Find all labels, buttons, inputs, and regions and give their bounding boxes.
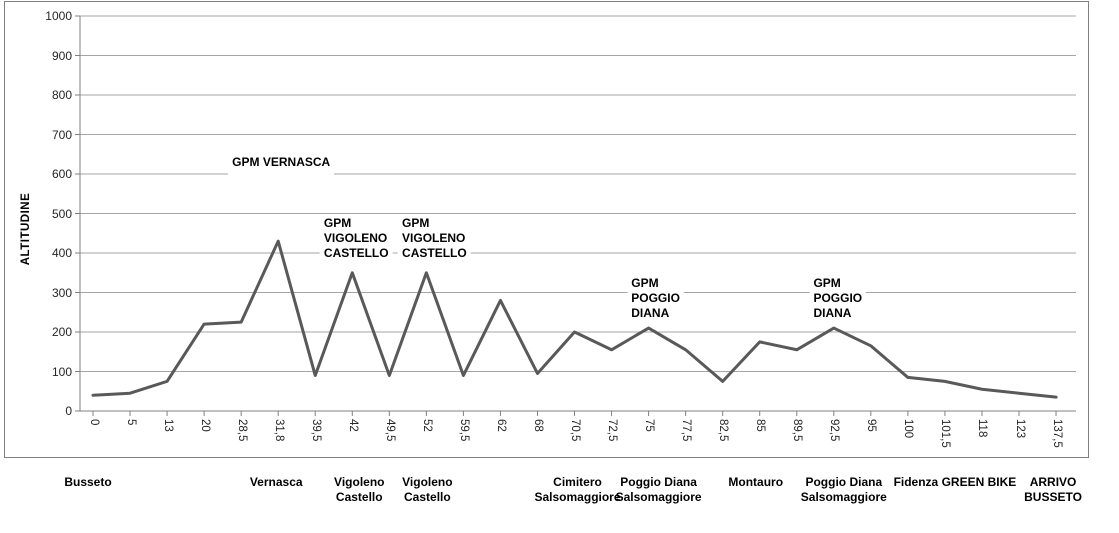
station-line: Busseto — [64, 475, 112, 489]
annotation-line: VIGOLENO — [323, 231, 388, 245]
x-tick-label: 28,5 — [235, 419, 248, 442]
y-tick-label: 600 — [51, 167, 72, 181]
annotation-line: GPM — [323, 216, 352, 230]
station-line: Vigoleno — [402, 475, 453, 489]
station-label: Cimitero Salsomaggiore — [535, 475, 621, 505]
station-label: Poggio Diana Salsomaggiore — [801, 475, 887, 505]
x-tick-label: 70,5 — [569, 419, 582, 442]
x-tick-label: 82,5 — [717, 419, 730, 442]
x-tick-label: 100 — [902, 419, 915, 439]
gpm-annotation: GPM POGGIO DIANA — [627, 275, 684, 323]
x-tick-label: 59,5 — [457, 419, 470, 442]
x-tick-label: 13 — [161, 419, 174, 432]
x-tick-label: 89,5 — [791, 419, 804, 442]
x-tick-label: 68 — [531, 419, 544, 432]
x-tick-label: 5 — [124, 419, 137, 426]
gpm-annotation: GPM VIGOLENO CASTELLO — [319, 215, 393, 263]
station-label: Vernasca — [250, 475, 303, 490]
x-tick-label: 101,5 — [939, 419, 952, 448]
station-label: Poggio Diana Salsomaggiore — [616, 475, 702, 505]
station-line: Castello — [335, 490, 383, 504]
station-line: Salsomaggiore — [534, 490, 621, 504]
annotation-line: DIANA — [813, 306, 852, 320]
annotation-line: POGGIO — [631, 291, 680, 305]
x-tick-label: 39,5 — [309, 419, 322, 442]
x-tick-label: 92,5 — [828, 419, 841, 442]
x-tick-label: 42 — [346, 419, 359, 432]
x-tick-label: 137,5 — [1050, 419, 1063, 448]
station-label: Vigoleno Castello — [402, 475, 452, 505]
gpm-annotation: GPM VIGOLENO CASTELLO — [398, 215, 471, 263]
annotation-line: GPM — [402, 216, 430, 230]
y-tick-label: 700 — [51, 127, 72, 142]
x-tick-label: 123 — [1013, 419, 1026, 439]
gpm-annotation: GPM POGGIO DIANA — [809, 275, 867, 323]
x-tick-label: 0 — [87, 419, 100, 426]
x-tick-label: 20 — [198, 419, 211, 432]
chart-border — [4, 1, 1089, 458]
annotation-line: GPM — [631, 276, 659, 290]
x-tick-label: 95 — [865, 419, 878, 432]
annotation-line: DIANA — [631, 306, 670, 320]
annotation-line: VIGOLENO — [402, 231, 466, 245]
x-tick-label: 62 — [494, 419, 507, 432]
station-line: Vernasca — [249, 475, 303, 489]
station-line: ARRIVO — [1029, 475, 1077, 489]
y-tick-label: 100 — [51, 364, 72, 379]
annotation-line: GPM VERNASCA — [232, 155, 331, 169]
station-line: Fidenza GREEN BIKE — [893, 475, 1017, 489]
elevation-line — [91, 239, 1058, 399]
station-line: Cimitero — [553, 475, 602, 489]
y-tick-label: 400 — [51, 246, 72, 260]
gpm-annotation: GPM VERNASCA — [228, 153, 335, 178]
annotation-line: GPM — [813, 276, 841, 290]
x-tick-label: 75 — [643, 419, 656, 432]
annotation-line: CASTELLO — [323, 246, 389, 260]
x-tick-label: 31,8 — [272, 419, 285, 442]
annotation-line: CASTELLO — [402, 246, 467, 260]
y-tick-label: 0 — [65, 404, 72, 418]
station-line: Vigoleno — [334, 475, 385, 489]
y-tick-label: 900 — [51, 48, 72, 63]
x-tick-label: 118 — [976, 419, 989, 438]
y-tick-label: 200 — [51, 325, 72, 339]
station-line: Castello — [404, 490, 451, 504]
station-label: Fidenza GREEN BIKE — [894, 475, 1017, 490]
station-label: ARRIVO BUSSETO — [1024, 475, 1082, 505]
y-tick-label: 300 — [51, 285, 72, 300]
station-line: Poggio Diana — [620, 475, 697, 489]
annotation-line: POGGIO — [813, 291, 863, 305]
station-label: Vigoleno Castello — [334, 475, 384, 505]
y-tick-label: 500 — [51, 206, 72, 221]
station-line: Montauro — [728, 475, 784, 489]
x-tick-label: 85 — [754, 419, 767, 432]
station-label: Busseto — [64, 475, 111, 490]
station-line: Poggio Diana — [805, 475, 883, 489]
y-tick-label: 1000 — [45, 9, 72, 23]
y-tick-label: 800 — [51, 88, 72, 102]
x-tick-label: 49,5 — [383, 419, 396, 442]
station-line: Salsomaggiore — [800, 490, 887, 504]
x-tick-label: 77,5 — [680, 419, 693, 442]
station-line: BUSSETO — [1024, 490, 1082, 504]
station-label: Montauro — [728, 475, 783, 490]
x-tick-label: 72,5 — [606, 419, 619, 442]
station-line: Salsomaggiore — [615, 490, 702, 504]
x-tick-label: 52 — [420, 419, 433, 432]
